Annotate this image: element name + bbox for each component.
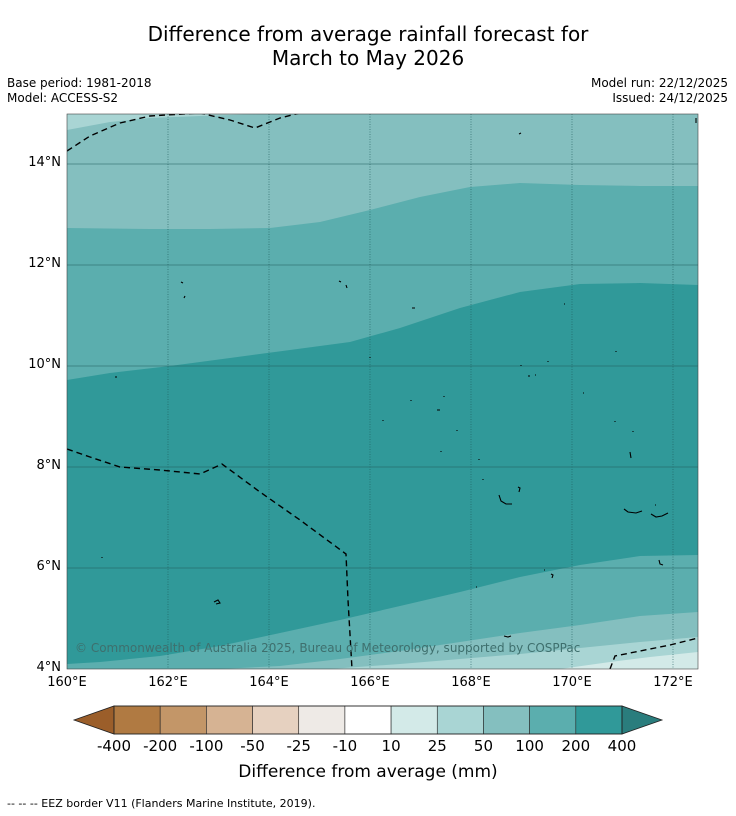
colorbar-cell — [344, 705, 392, 735]
band-25-50-north — [67, 114, 698, 130]
island — [437, 396, 484, 480]
lon-label-170e: 170°E — [552, 675, 592, 690]
island — [180, 280, 348, 299]
issued-date: Issued: 24/12/2025 — [612, 91, 728, 105]
colorbar-label: -200 — [143, 737, 178, 755]
colorbar-cell — [206, 705, 253, 735]
island — [498, 486, 521, 505]
colorbar-cell — [159, 705, 207, 735]
colorbar-cell — [113, 705, 161, 735]
colorbar-label: 400 — [607, 737, 637, 755]
meta-right: Model run: 22/12/2025 Issued: 24/12/2025 — [591, 76, 728, 106]
band-25-50-south — [330, 637, 698, 669]
colorbar-extend-low — [72, 705, 115, 735]
eez-border-central — [67, 448, 353, 669]
island — [623, 504, 669, 518]
lon-label-166e: 166°E — [350, 675, 390, 690]
title-line-2: March to May 2026 — [271, 46, 465, 70]
lon-label-168e: 168°E — [451, 675, 491, 690]
lon-label-160e: 160°E — [47, 675, 87, 690]
lat-label-6n: 6°N — [36, 559, 62, 574]
colorbar-label: 100 — [515, 737, 544, 755]
colorbar-extend-high — [621, 705, 664, 735]
lat-label-10n: 10°N — [28, 357, 61, 372]
colorbar-label: -10 — [332, 737, 358, 755]
colorbar-cell — [252, 705, 300, 735]
base-period: Base period: 1981-2018 — [7, 76, 152, 90]
model-run: Model run: 22/12/2025 — [590, 76, 728, 90]
colorbar-cell — [390, 705, 438, 735]
map-frame — [66, 113, 699, 670]
gridlines — [67, 114, 698, 669]
eez-borders — [67, 114, 698, 669]
island — [213, 586, 512, 638]
colorbar-cell — [575, 705, 623, 735]
lat-label-4n: 4°N — [36, 660, 62, 675]
colorbar-label: -25 — [286, 737, 311, 755]
map-title: Difference from average rainfall forecas… — [0, 22, 736, 70]
colorbar-label: 25 — [427, 737, 447, 755]
island — [101, 118, 697, 558]
model-name: Model: ACCESS-S2 — [7, 91, 119, 105]
colorbar-label: 200 — [561, 737, 591, 755]
lat-label-12n: 12°N — [28, 256, 61, 271]
lon-label-172e: 172°E — [653, 675, 693, 690]
colorbar-title: Difference from average (mm) — [238, 762, 498, 782]
title-line-1: Difference from average rainfall forecas… — [147, 22, 589, 46]
meta-left: Base period: 1981-2018 Model: ACCESS-S2 — [7, 76, 152, 106]
band-50-100-north — [67, 114, 698, 229]
colorbar-label: -50 — [240, 737, 265, 755]
colorbar-label: 50 — [473, 737, 493, 755]
colorbar-cell — [436, 705, 484, 735]
island — [544, 559, 664, 579]
colorbar-frame — [113, 705, 623, 735]
band-10-25-south — [560, 652, 698, 669]
lat-label-14n: 14°N — [28, 155, 61, 170]
colorbar — [72, 705, 664, 735]
eez-legend: -- -- -- EEZ border V11 (Flanders Marine… — [7, 797, 316, 810]
colorbar-cell — [298, 705, 346, 735]
island — [520, 303, 565, 377]
colorbar-label: 10 — [381, 737, 401, 755]
lon-label-162e: 162°E — [148, 675, 188, 690]
colorbar-cell — [529, 705, 577, 735]
colorbar-cell — [483, 705, 530, 735]
lon-label-164e: 164°E — [249, 675, 289, 690]
island — [583, 351, 634, 459]
island — [369, 132, 522, 358]
map-plot-area — [67, 114, 698, 669]
copyright-notice: © Commonwealth of Australia 2025, Bureau… — [75, 641, 581, 655]
colorbar-label: -400 — [96, 737, 132, 755]
colorbar-label: -100 — [189, 737, 224, 755]
islands — [101, 118, 697, 638]
lat-label-8n: 8°N — [36, 458, 62, 473]
